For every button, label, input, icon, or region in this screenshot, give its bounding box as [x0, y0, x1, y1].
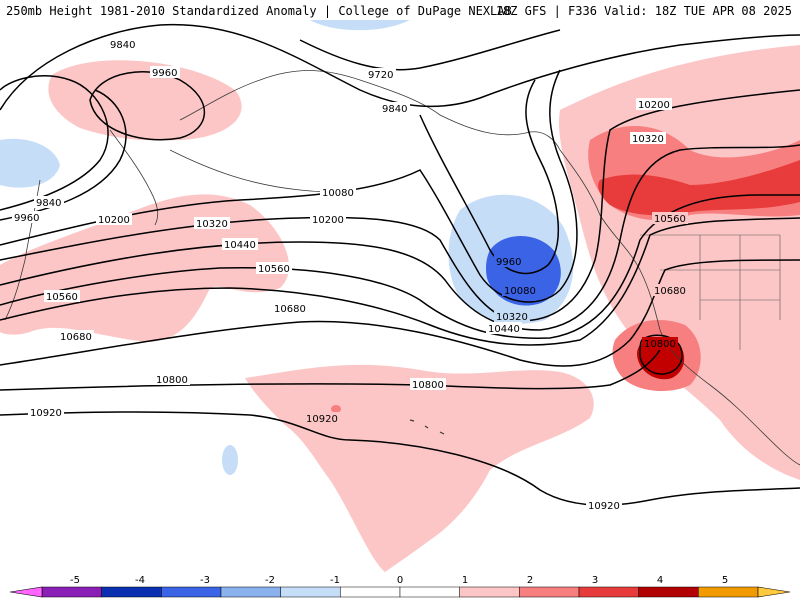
colorbar-tick: -5 — [70, 575, 80, 586]
contour-label: 10680 — [274, 304, 306, 315]
contour-label: 10440 — [224, 240, 256, 251]
contour-label: 10200 — [312, 215, 344, 226]
anomaly-area-west-pacific — [0, 194, 289, 342]
map-header: 250mb Height 1981-2010 Standardized Anom… — [0, 0, 800, 20]
colorbar-swatches — [41, 586, 759, 598]
contour-label: 9840 — [110, 40, 135, 51]
anomaly-area-central-pacific — [245, 364, 594, 572]
contour-label: 10800 — [156, 375, 188, 386]
colorbar: -5 -4 -3 -2 -1 0 1 2 3 4 5 — [9, 575, 791, 598]
contour-label: 10680 — [654, 286, 686, 297]
colorbar-tick: -3 — [200, 575, 210, 586]
contour-label-group: 9840 9960 9720 9840 10200 10320 10080 98… — [12, 38, 688, 512]
contour-9960-w — [0, 89, 127, 221]
colorbar-swatch — [101, 586, 162, 598]
map-title: 250mb Height 1981-2010 Standardized Anom… — [6, 4, 512, 18]
anomaly-area-east-pacific — [559, 45, 800, 480]
anomaly-area-pos3-north — [598, 160, 800, 216]
colorbar-tick: -2 — [265, 575, 275, 586]
contour-label: 9720 — [368, 70, 393, 81]
anomaly-spot-small — [331, 405, 341, 413]
colorbar-swatch — [578, 586, 639, 598]
colorbar-tick: 0 — [397, 575, 403, 586]
contour-label: 10920 — [588, 501, 620, 512]
contour-label: 10560 — [46, 292, 78, 303]
colorbar-swatch — [161, 586, 222, 598]
map-panel: 9840 9960 9720 9840 10200 10320 10080 98… — [0, 20, 800, 572]
contour-label: 10920 — [30, 408, 62, 419]
contour-10680 — [0, 259, 800, 367]
contour-label: 10320 — [632, 134, 664, 145]
colorbar-swatch — [220, 586, 281, 598]
contour-label: 10920 — [306, 414, 338, 425]
contour-label: 10800 — [644, 339, 676, 350]
contour-trough-10080 — [0, 69, 578, 303]
contour-label: 9960 — [14, 213, 39, 224]
hawaii-islands — [409, 419, 445, 435]
contour-label: 10200 — [98, 215, 130, 226]
contour-9840-south — [0, 75, 109, 211]
coastline-kamchatka — [109, 129, 159, 226]
colorbar-swatch — [519, 586, 580, 598]
contour-9720 — [299, 29, 561, 71]
colorbar-tick: 2 — [527, 575, 533, 586]
contour-label: 9840 — [36, 198, 61, 209]
contour-label: 10440 — [488, 324, 520, 335]
colorbar-swatch — [280, 586, 341, 598]
contour-10440 — [0, 194, 800, 339]
colorbar-swatch — [41, 586, 102, 598]
contour-trough-9960 — [419, 79, 559, 275]
model-run-info: 18Z GFS | F336 Valid: 18Z TUE APR 08 202… — [495, 4, 792, 18]
anomaly-map: 9840 9960 9720 9840 10200 10320 10080 98… — [0, 20, 800, 572]
coastline-bc — [559, 149, 800, 466]
contour-label: 10080 — [504, 286, 536, 297]
contour-label: 10080 — [322, 188, 354, 199]
contour-label: 10320 — [496, 312, 528, 323]
contour-label: 9840 — [382, 104, 407, 115]
colorbar-tick: 3 — [592, 575, 598, 586]
contour-10920 — [0, 411, 800, 506]
contour-label: 9960 — [496, 257, 521, 268]
anomaly-area-neg-small — [222, 445, 238, 475]
contour-label: 9960 — [152, 68, 177, 79]
colorbar-tick: -1 — [330, 575, 340, 586]
coastlines — [4, 70, 800, 466]
colorbar-swatch — [459, 586, 520, 598]
positive-anomaly-areas — [0, 45, 800, 572]
colorbar-tick: 4 — [657, 575, 663, 586]
colorbar-left-arrow — [9, 586, 43, 598]
contour-9960-nw — [89, 71, 206, 141]
colorbar-swatch — [698, 586, 759, 598]
contour-label: 10200 — [638, 100, 670, 111]
coastline-alaska — [179, 70, 561, 151]
colorbar-tick: -4 — [135, 575, 145, 586]
colorbar-tick: 5 — [722, 575, 728, 586]
colorbar-right-arrow — [757, 586, 791, 598]
anomaly-area-neg-west — [0, 138, 60, 188]
contour-label: 10560 — [654, 214, 686, 225]
colorbar-legend: -5 -4 -3 -2 -1 0 1 2 3 4 5 — [0, 572, 800, 600]
colorbar-swatch — [340, 586, 401, 598]
colorbar-ticks: -5 -4 -3 -2 -1 0 1 2 3 4 5 — [70, 575, 728, 586]
colorbar-tick: 1 — [462, 575, 468, 586]
contour-10560 — [0, 217, 800, 346]
state-borders — [640, 234, 781, 350]
colorbar-swatch — [399, 586, 460, 598]
colorbar-swatch — [638, 586, 699, 598]
contour-label: 10560 — [258, 264, 290, 275]
contour-label: 10800 — [412, 380, 444, 391]
anomaly-area-neg-top — [310, 20, 410, 31]
contour-label: 10680 — [60, 332, 92, 343]
coastline-aleutians — [169, 149, 421, 192]
contour-label: 10320 — [196, 219, 228, 230]
anomaly-area-nw-pacific — [48, 60, 242, 141]
